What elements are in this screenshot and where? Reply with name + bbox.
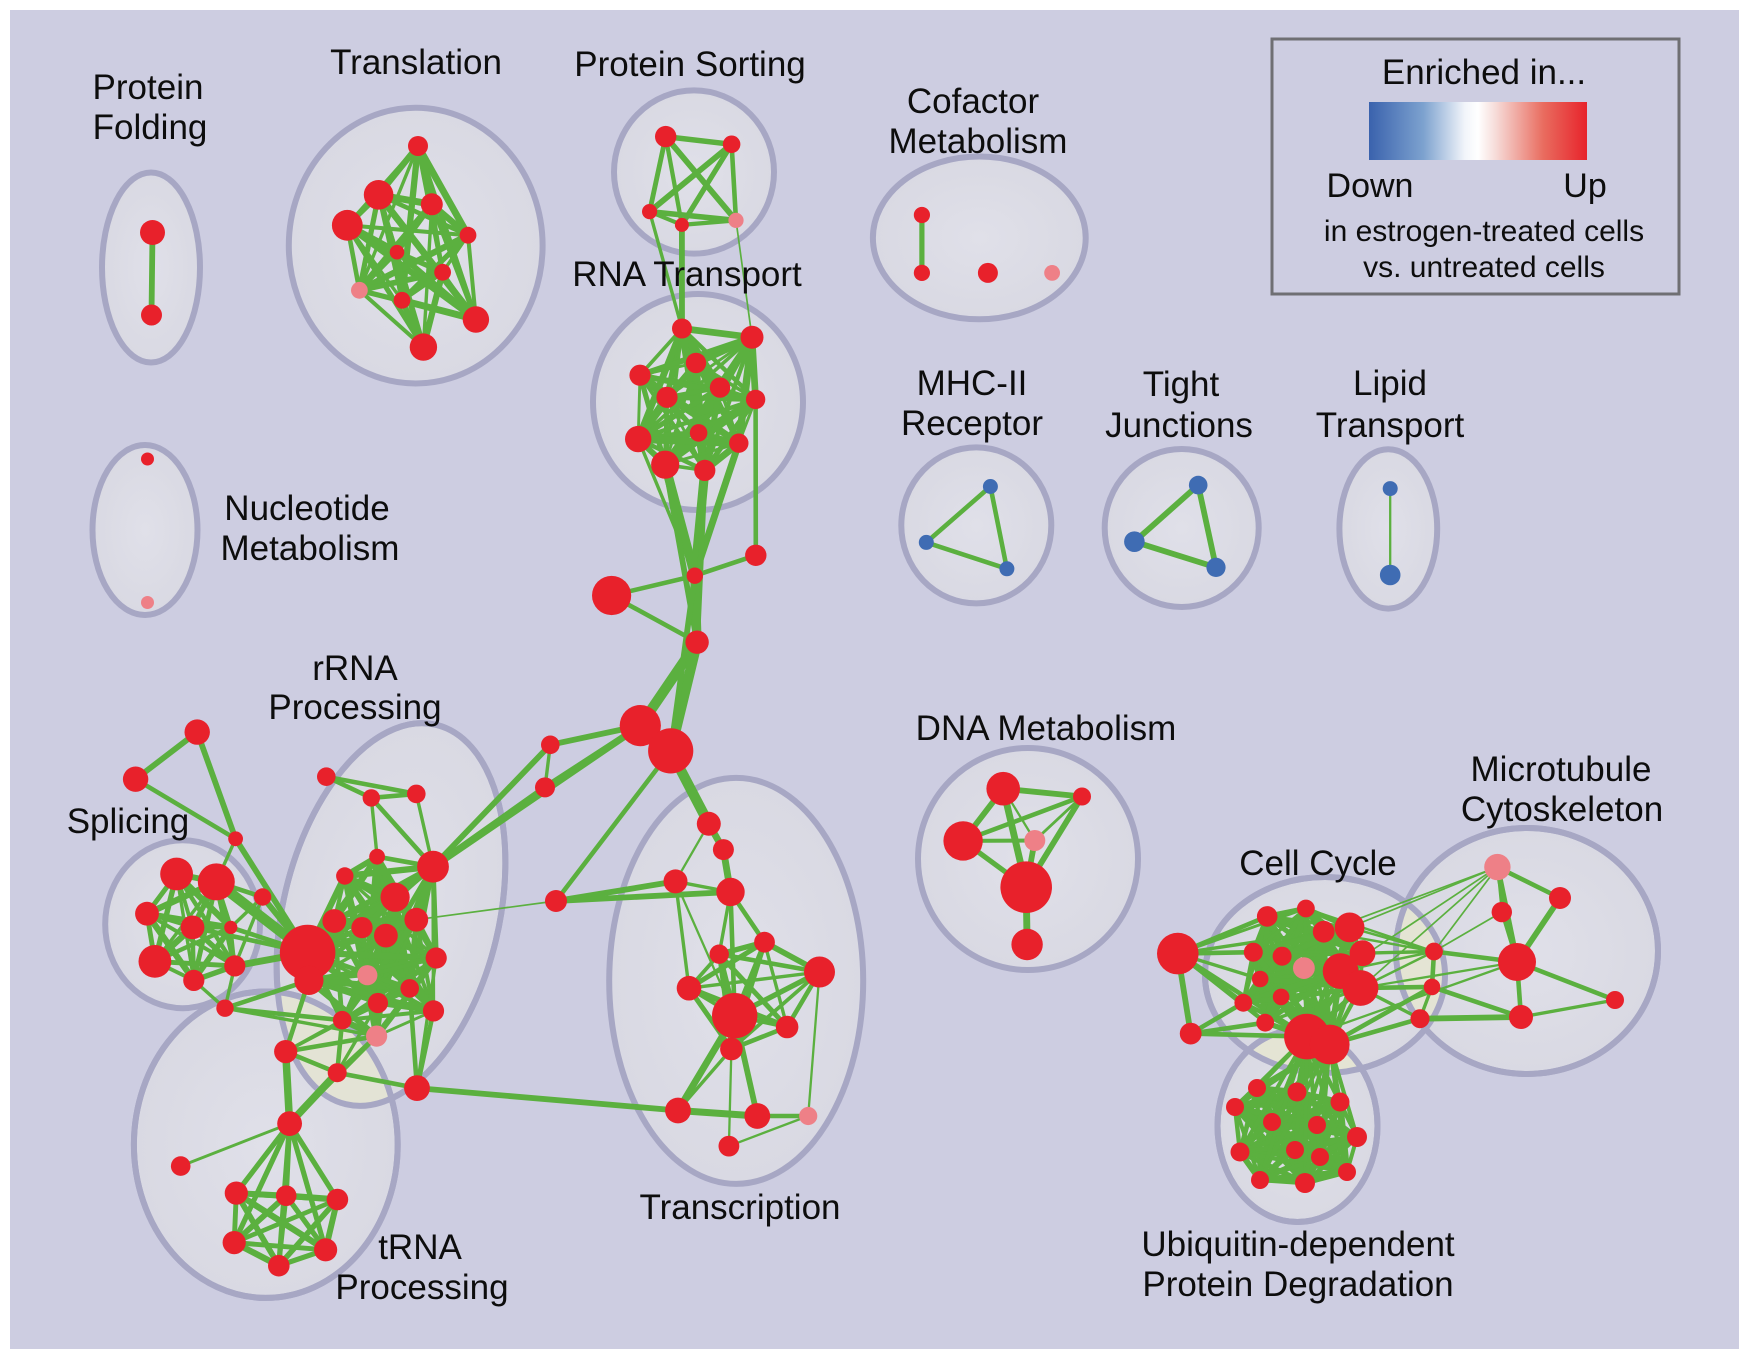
svg-text:in estrogen-treated cells: in estrogen-treated cells [1324,215,1644,248]
svg-text:Protein Sorting: Protein Sorting [574,45,806,84]
svg-text:Protein Degradation: Protein Degradation [1142,1265,1453,1304]
svg-text:Enriched in...: Enriched in... [1382,53,1586,92]
svg-text:Tight: Tight [1143,365,1220,404]
svg-text:Lipid: Lipid [1353,364,1427,403]
svg-text:Transcription: Transcription [640,1188,841,1227]
svg-text:Processing: Processing [268,688,441,727]
svg-text:Cytoskeleton: Cytoskeleton [1461,790,1663,829]
svg-text:Metabolism: Metabolism [889,122,1068,161]
svg-text:vs. untreated cells: vs. untreated cells [1363,251,1605,284]
svg-text:Receptor: Receptor [901,404,1043,443]
svg-text:RNA Transport: RNA Transport [572,255,802,294]
svg-text:Splicing: Splicing [67,802,190,841]
svg-text:Transport: Transport [1316,406,1465,445]
svg-text:Processing: Processing [335,1268,508,1307]
svg-text:Cofactor: Cofactor [907,82,1040,121]
svg-text:Microtubule: Microtubule [1471,750,1652,789]
svg-text:Metabolism: Metabolism [221,529,400,568]
svg-text:Up: Up [1563,167,1606,205]
svg-text:tRNA: tRNA [378,1228,462,1267]
svg-text:Protein: Protein [93,68,204,107]
svg-text:Folding: Folding [93,108,208,147]
svg-text:MHC-II: MHC-II [917,364,1028,403]
svg-text:Junctions: Junctions [1105,406,1253,445]
svg-text:Down: Down [1327,167,1414,205]
svg-text:rRNA: rRNA [312,649,398,688]
svg-text:Translation: Translation [330,43,502,82]
svg-text:Nucleotide: Nucleotide [224,489,389,528]
svg-text:DNA Metabolism: DNA Metabolism [916,709,1177,748]
svg-text:Cell Cycle: Cell Cycle [1239,844,1397,883]
svg-text:Ubiquitin-dependent: Ubiquitin-dependent [1141,1225,1455,1264]
